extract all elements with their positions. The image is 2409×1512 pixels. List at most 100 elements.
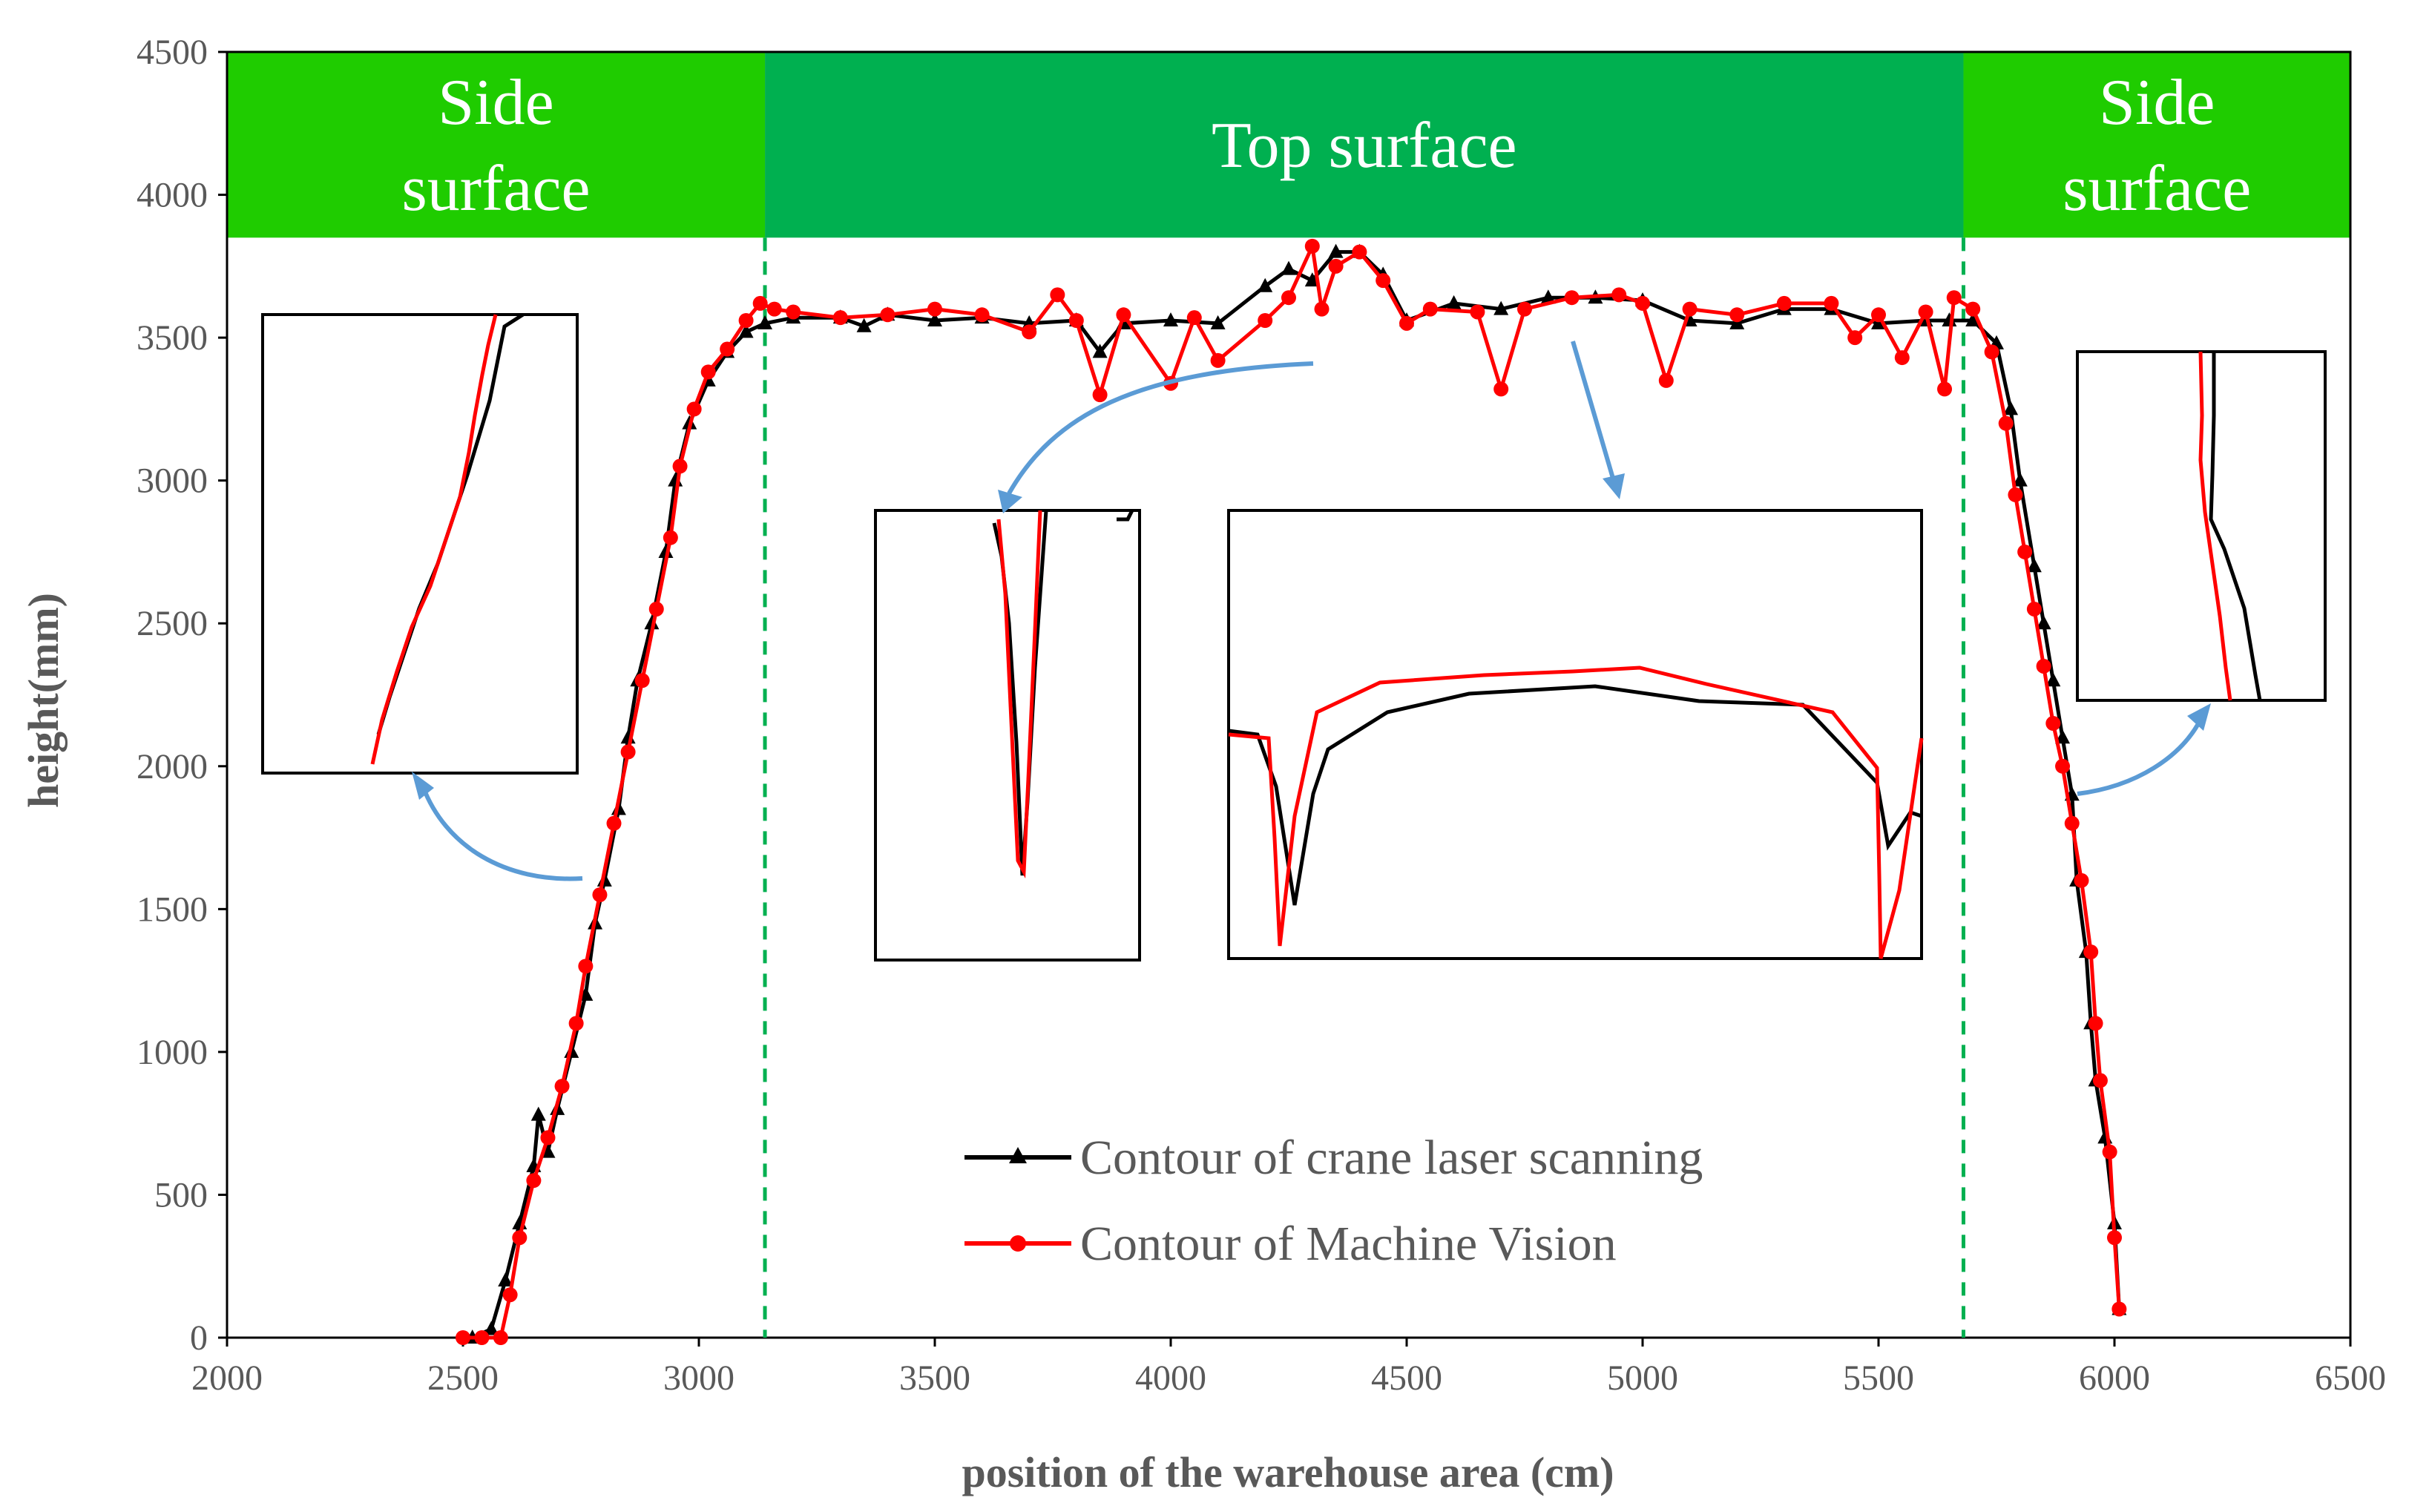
series-1-point-63 — [1984, 344, 1999, 360]
x-tick-label-6: 5000 — [1607, 1358, 1678, 1398]
y-tick-label-4: 2000 — [137, 747, 208, 786]
series-1-point-56 — [1847, 330, 1863, 346]
plot-area-frame — [226, 50, 2352, 1339]
x-axis-ticks: 2000 2500 3000 3500 4000 4500 5000 5500 6000 6500 — [191, 1338, 2386, 1398]
series-1-point-11 — [606, 815, 622, 831]
series-1-point-20 — [738, 313, 754, 329]
x-tick-label-9: 6500 — [2315, 1358, 2386, 1398]
series-layer — [456, 238, 2127, 1345]
series-1-point-42 — [1376, 273, 1391, 289]
series-1-point-15 — [663, 530, 678, 545]
series-0-point-38 — [1328, 243, 1344, 258]
y-tick-label-2: 1000 — [137, 1033, 208, 1072]
zoom-insets — [261, 312, 2327, 962]
series-0-point-33 — [1163, 312, 1178, 327]
series-1-point-29 — [1050, 287, 1065, 303]
series-1-point-28 — [1022, 324, 1037, 340]
series-1-point-27 — [974, 307, 990, 323]
series-1-point-76 — [2102, 1144, 2117, 1160]
series-1-point-34 — [1186, 310, 1202, 326]
series-0-point-61 — [2055, 729, 2071, 744]
legend-label-vision: Contour of Machine Vision — [1080, 1217, 1617, 1271]
series-1-point-45 — [1470, 304, 1485, 320]
x-tick-label-3: 3500 — [899, 1358, 970, 1398]
series-1-point-62 — [1965, 301, 1981, 317]
legend-label-laser: Contour of crane laser scanning — [1080, 1131, 1703, 1185]
series-1-point-1 — [474, 1330, 490, 1345]
x-axis-title: position of the warehouse area (cm) — [962, 1448, 1614, 1496]
legend: Contour of crane laser scanning Contour … — [964, 1131, 1703, 1271]
series-1-point-17 — [686, 401, 702, 417]
series-0-point-58 — [2026, 558, 2042, 573]
y-tick-label-7: 3500 — [137, 318, 208, 358]
x-tick-label-1: 2500 — [427, 1358, 499, 1398]
inset-left-side — [261, 312, 579, 775]
region-label-2-1: surface — [2063, 153, 2251, 225]
series-0-point-48 — [1729, 315, 1745, 329]
series-0-point-22 — [757, 315, 773, 329]
y-tick-label-1: 500 — [154, 1175, 208, 1214]
series-1-point-32 — [1116, 307, 1131, 323]
x-tick-label-8: 6000 — [2079, 1358, 2150, 1398]
series-1-point-65 — [2008, 487, 2023, 502]
series-1-point-54 — [1776, 295, 1792, 311]
legend-item-laser: Contour of crane laser scanning — [964, 1131, 1703, 1185]
series-0-point-25 — [856, 318, 872, 332]
series-1-point-2 — [493, 1330, 508, 1345]
series-1-point-6 — [540, 1130, 556, 1145]
series-1-point-18 — [700, 364, 716, 380]
series-1 — [456, 238, 2127, 1345]
surface-region-bands: Side surface Top surface Side surface — [227, 52, 2350, 238]
series-1-point-57 — [1871, 307, 1886, 323]
series-0-point-1 — [484, 1321, 499, 1335]
series-0-point-59 — [2036, 615, 2051, 630]
x-tick-label-7: 5500 — [1843, 1358, 1914, 1398]
x-tick-label-0: 2000 — [191, 1358, 263, 1398]
y-tick-label-6: 3000 — [137, 461, 208, 501]
series-1-point-47 — [1517, 301, 1532, 317]
y-axis-title: height(mm) — [19, 593, 68, 808]
series-1-point-64 — [1998, 415, 2014, 431]
series-1-point-30 — [1068, 313, 1084, 329]
series-1-point-68 — [2036, 658, 2051, 674]
series-1-point-59 — [1918, 304, 1933, 320]
series-1-point-61 — [1946, 290, 1962, 306]
inset-arrowheads — [412, 473, 2211, 800]
series-1-point-26 — [927, 301, 942, 317]
series-1-point-77 — [2107, 1230, 2122, 1246]
series-1-point-52 — [1682, 301, 1698, 317]
series-1-point-73 — [2083, 944, 2099, 960]
series-0-point-67 — [2097, 1129, 2113, 1144]
series-1-point-25 — [880, 307, 895, 323]
series-0-point-36 — [1281, 260, 1296, 275]
series-1-point-74 — [2088, 1016, 2103, 1031]
series-1-point-4 — [512, 1230, 528, 1246]
y-tick-label-0: 0 — [190, 1318, 208, 1358]
series-1-point-78 — [2111, 1301, 2127, 1317]
series-0-point-27 — [927, 312, 942, 327]
x-tick-label-2: 3000 — [663, 1358, 734, 1398]
series-1-point-66 — [2017, 544, 2033, 559]
series-1-point-41 — [1352, 244, 1367, 260]
y-tick-label-5: 2500 — [137, 604, 208, 643]
series-0-point-43 — [1493, 300, 1509, 315]
y-axis-ticks: 0 500 1000 1500 2000 2500 3000 3500 4000 4500 — [137, 33, 227, 1358]
series-1-point-49 — [1611, 287, 1627, 303]
inset-top-dip — [874, 509, 1141, 962]
series-1-point-0 — [456, 1330, 470, 1345]
series-1-point-37 — [1281, 290, 1296, 306]
series-0-point-5 — [530, 1106, 546, 1121]
inset-top-plateau — [1227, 509, 1924, 960]
region-label-0-0: Side — [438, 67, 553, 139]
series-1-point-67 — [2026, 601, 2042, 617]
series-0-point-34 — [1210, 315, 1226, 329]
x-tick-label-4: 4000 — [1135, 1358, 1206, 1398]
series-1-point-5 — [526, 1173, 542, 1189]
y-tick-label-9: 4500 — [137, 33, 208, 72]
series-1-point-46 — [1493, 381, 1509, 397]
series-1-point-10 — [592, 887, 608, 903]
series-1-point-58 — [1894, 350, 1910, 366]
series-0-point-44 — [1540, 289, 1556, 304]
series-1-point-51 — [1658, 372, 1674, 388]
